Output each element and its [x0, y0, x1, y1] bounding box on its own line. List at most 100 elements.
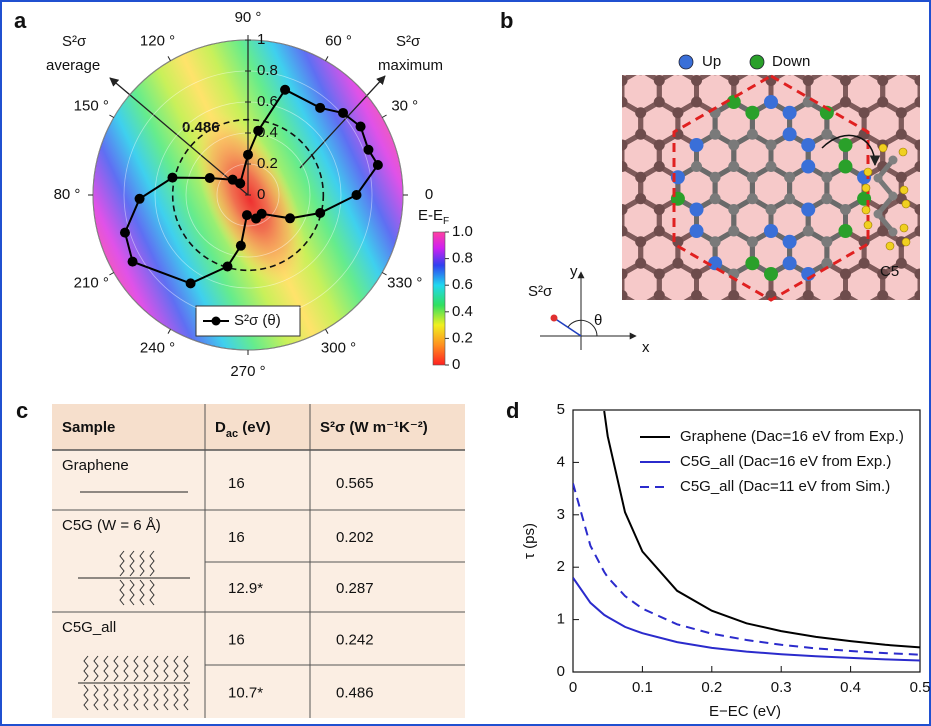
- spin-down-atom: [745, 256, 759, 270]
- bond-ring: [864, 296, 901, 339]
- atom: [859, 322, 870, 333]
- x-tick-label: 0: [569, 679, 577, 696]
- atom: [617, 204, 628, 215]
- colorbar-tick-label: 0.8: [452, 250, 473, 267]
- legend-text: C5G_all (Dac=16 eV from Exp.): [680, 453, 891, 470]
- header-unit: (eV): [238, 419, 271, 436]
- atom: [654, 269, 665, 280]
- data-point: [242, 210, 252, 220]
- plot-frame: [573, 410, 920, 672]
- atom: [803, 333, 814, 344]
- bond-ring: [827, 296, 864, 339]
- angle-tick: [168, 56, 171, 60]
- sample-cell: C5G_all: [62, 619, 116, 636]
- panel-label: d: [506, 398, 519, 423]
- atom: [821, 64, 832, 75]
- atom: [672, 322, 683, 333]
- atom: [635, 322, 646, 333]
- atom: [747, 236, 758, 247]
- spin-up-atom: [783, 127, 797, 141]
- atom: [896, 64, 907, 75]
- atom: [672, 43, 683, 54]
- atom: [766, 333, 777, 344]
- atom: [598, 107, 609, 118]
- table-cell: 0.486: [336, 684, 374, 701]
- vector-label: S²σ: [528, 283, 553, 300]
- atom: [635, 107, 646, 118]
- data-point: [186, 278, 196, 288]
- atom: [598, 301, 609, 312]
- atom: [710, 236, 721, 247]
- spin-down-atom: [838, 138, 852, 152]
- bond-ring: [752, 296, 789, 339]
- atom: [579, 97, 590, 108]
- atom: [896, 301, 907, 312]
- atom: [635, 172, 646, 183]
- atom: [598, 64, 609, 75]
- atom: [821, 43, 832, 54]
- header-sub: ac: [226, 428, 238, 440]
- data-point: [236, 241, 246, 251]
- atom: [840, 333, 851, 344]
- atom: [635, 258, 646, 269]
- spin-down-atom: [764, 267, 778, 281]
- atom: [635, 236, 646, 247]
- atom: [654, 97, 665, 108]
- table-cell: 12.9*: [228, 580, 263, 597]
- atom: [859, 301, 870, 312]
- y-tick-label: 4: [557, 453, 565, 470]
- atom: [877, 333, 888, 344]
- atom: [877, 75, 888, 86]
- atom: [784, 172, 795, 183]
- spin-up-atom: [690, 224, 704, 238]
- atom: [914, 333, 925, 344]
- atom: [784, 301, 795, 312]
- atom: [896, 43, 907, 54]
- sample-cell: Graphene: [62, 457, 129, 474]
- atom: [598, 258, 609, 269]
- atom: [821, 236, 832, 247]
- atom: [821, 193, 832, 204]
- atom: [728, 226, 739, 237]
- radial-tick-label: 1: [257, 31, 265, 48]
- bond-ring: [790, 296, 827, 339]
- header-cell: S²σ (W m⁻¹K⁻²): [320, 419, 428, 436]
- atom: [747, 172, 758, 183]
- radial-tick-label: 0.6: [257, 93, 278, 110]
- up-dot: [679, 55, 693, 69]
- atom: [635, 129, 646, 140]
- atom: [654, 204, 665, 215]
- atom: [654, 75, 665, 86]
- spin-up-atom: [690, 203, 704, 217]
- angle-tick-label: 300 °: [321, 339, 356, 356]
- radial-tick-label: 0: [257, 186, 265, 203]
- data-point: [128, 257, 138, 267]
- atom: [840, 97, 851, 108]
- atom: [728, 290, 739, 301]
- atom: [896, 322, 907, 333]
- atom: [747, 301, 758, 312]
- atom: [896, 172, 907, 183]
- atom: [914, 97, 925, 108]
- atom: [914, 140, 925, 151]
- atom: [821, 322, 832, 333]
- bond-ring: [585, 263, 622, 306]
- atom: [691, 290, 702, 301]
- data-point: [363, 145, 373, 155]
- atom: [598, 129, 609, 140]
- atom: [821, 172, 832, 183]
- table-cell: 0.565: [336, 475, 374, 492]
- annotation: S²σ: [396, 33, 421, 50]
- body: a b c d S²σ average S²σ maximum 0.486 S²…: [0, 0, 931, 726]
- atom: [710, 129, 721, 140]
- angle-tick-label: 60 °: [325, 33, 352, 50]
- atom: [914, 204, 925, 215]
- atom: [840, 32, 851, 43]
- atom: [691, 333, 702, 344]
- atom: [691, 97, 702, 108]
- atom: [840, 290, 851, 301]
- atom: [579, 161, 590, 172]
- atom: [654, 226, 665, 237]
- atom: [859, 64, 870, 75]
- atom: [617, 161, 628, 172]
